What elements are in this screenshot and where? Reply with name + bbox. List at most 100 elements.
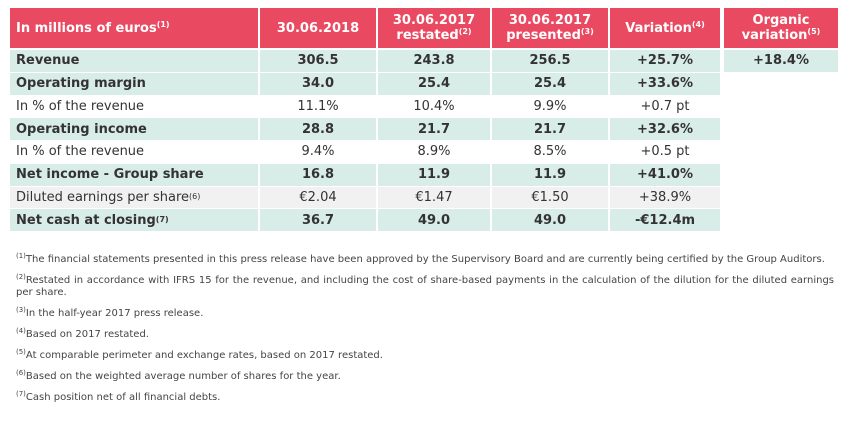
label-text: Operating margin [16, 76, 146, 92]
footnote: (3)In the half-year 2017 press release. [16, 306, 834, 320]
header-line: In millions of euros [16, 20, 157, 36]
value-cell: 16.8 [260, 163, 376, 186]
header-text: Organic [753, 13, 810, 28]
footnote-ref: (2) [458, 27, 472, 36]
footnote-text: In the half-year 2017 press release. [25, 308, 204, 319]
footnote-mark: (7) [16, 390, 26, 398]
value-cell: 243.8 [378, 50, 490, 72]
header-cell: In millions of euros(1) [10, 8, 258, 48]
row-label: Revenue [10, 50, 258, 72]
footnote-text: Based on the weighted average number of … [25, 371, 341, 382]
value-cell: 256.5 [492, 50, 608, 72]
header-text: restated(2) [396, 27, 472, 44]
value-cell: 49.0 [492, 209, 608, 231]
header-line: presented [506, 28, 581, 43]
label-text: In % of the revenue [16, 144, 145, 160]
header-text: 30.06.2018 [277, 21, 359, 36]
label-text: Diluted earnings per share [16, 189, 190, 205]
organic-cell: +18.4% [724, 50, 838, 72]
row-label: Diluted earnings per share (6) [10, 186, 258, 209]
header-line: variation [741, 28, 808, 43]
value-cell: 8.5% [492, 141, 608, 163]
header-cell: 30.06.2017 presented(3) [492, 8, 608, 48]
footnote-mark: (2) [16, 273, 26, 281]
header-line: 30.06.2017 [392, 13, 476, 28]
footnote: (4)Based on 2017 restated. [16, 327, 834, 341]
footnote-ref: (5) [807, 27, 821, 36]
value-cell: 306.5 [260, 50, 376, 72]
header-cell: 30.06.2018 [260, 8, 376, 48]
footnote-mark: (3) [16, 306, 26, 314]
value-cell: 25.4 [378, 72, 490, 95]
row-label: In % of the revenue [10, 95, 258, 118]
value-cell: 11.1% [260, 95, 376, 118]
header-text: presented(3) [506, 27, 594, 44]
value-cell: +33.6% [610, 72, 720, 95]
value-cell: +38.9% [610, 186, 720, 209]
header-line: Organic [752, 13, 810, 28]
header-line: 30.06.2017 [508, 13, 592, 28]
header-text: 30.06.2017 [393, 13, 475, 28]
value-cell: €1.47 [378, 186, 490, 209]
footnote: (7)Cash position net of all financial de… [16, 390, 834, 404]
footnote-ref: (3) [580, 27, 594, 36]
row-label: Operating income [10, 118, 258, 140]
footnote-text: Restated in accordance with IFRS 15 for … [16, 275, 834, 298]
footnote: (5)At comparable perimeter and exchange … [16, 348, 834, 362]
value-cell: 8.9% [378, 141, 490, 163]
footnote-ref: (1) [156, 19, 170, 29]
value-cell: 21.7 [378, 118, 490, 140]
value-cell: 34.0 [260, 72, 376, 95]
footnote-text: Cash position net of all financial debts… [25, 392, 221, 403]
header-line: 30.06.2018 [276, 20, 360, 36]
label-text: Net income - Group share [16, 167, 204, 183]
header-line: restated [396, 28, 459, 43]
footnote-ref: (4) [691, 19, 705, 29]
footnote: (6)Based on the weighted average number … [16, 369, 834, 383]
value-cell: 28.8 [260, 118, 376, 140]
footnote-mark: (1) [16, 252, 26, 260]
value-cell: 21.7 [492, 118, 608, 140]
row-label: Operating margin [10, 72, 258, 95]
header-text: variation(5) [741, 27, 821, 44]
header-text: Variation(4) [625, 19, 705, 36]
header-cell: 30.06.2017 restated(2) [378, 8, 490, 48]
label-text: In % of the revenue [16, 98, 145, 114]
value-cell: 49.0 [378, 209, 490, 231]
footnote-text: The financial statements presented in th… [25, 254, 825, 265]
header-text: In millions of euros(1) [16, 19, 170, 36]
header-cell: Organic variation(5) [724, 8, 838, 48]
value-cell: €1.50 [492, 186, 608, 209]
value-cell: +25.7% [610, 50, 720, 72]
value-cell: -€12.4m [610, 209, 720, 231]
value-cell: 9.9% [492, 95, 608, 118]
value-cell: 9.4% [260, 141, 376, 163]
label-text: Revenue [16, 53, 80, 69]
footnote-text: Based on 2017 restated. [25, 329, 149, 340]
value-cell: 11.9 [378, 163, 490, 186]
row-label: Net income - Group share [10, 163, 258, 186]
value-cell: +0.5 pt [610, 141, 720, 163]
value-cell: €2.04 [260, 186, 376, 209]
value-cell: 25.4 [492, 72, 608, 95]
row-label: In % of the revenue [10, 141, 258, 163]
header-line: Variation [625, 20, 692, 36]
footnote-text: At comparable perimeter and exchange rat… [25, 350, 383, 361]
footnote: (1)The financial statements presented in… [16, 252, 834, 266]
footnote: (2)Restated in accordance with IFRS 15 f… [16, 273, 834, 299]
footnote-mark: (6) [16, 369, 26, 377]
value-cell: +41.0% [610, 163, 720, 186]
footnote-mark: (4) [16, 327, 26, 335]
value-cell: +32.6% [610, 118, 720, 140]
value-cell: 11.9 [492, 163, 608, 186]
label-text: Operating income [16, 121, 147, 137]
footnote-mark: (5) [16, 348, 26, 356]
label-text: Net cash at closing [16, 212, 156, 228]
footnotes: (1)The financial statements presented in… [16, 252, 834, 413]
value-cell: 36.7 [260, 209, 376, 231]
value-cell: 10.4% [378, 95, 490, 118]
header-cell: Variation(4) [610, 8, 720, 48]
row-label: Net cash at closing (7) [10, 209, 258, 231]
value-cell: +0.7 pt [610, 95, 720, 118]
